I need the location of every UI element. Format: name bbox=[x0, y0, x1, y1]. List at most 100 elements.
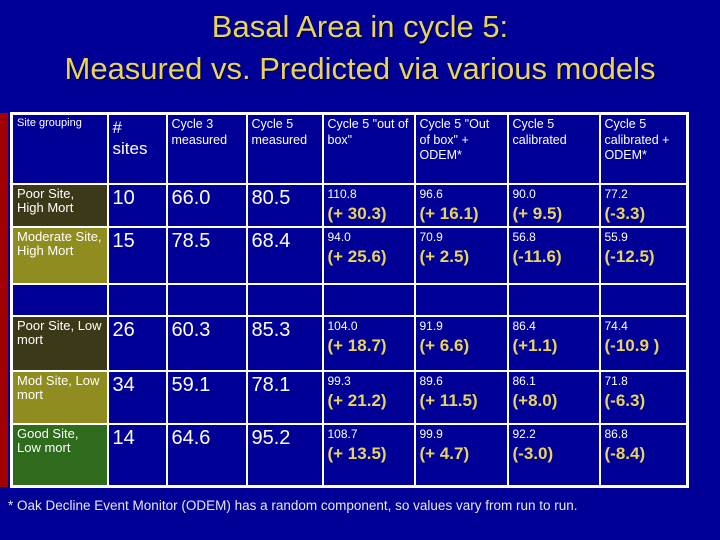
spacer-cell bbox=[245, 282, 324, 317]
model-value: 90.0 bbox=[512, 186, 536, 201]
model-value: 56.8 bbox=[512, 229, 536, 244]
row-poor-site-high-mort: Poor Site, High Mort 10 66.0 80.5 110.8 … bbox=[10, 182, 689, 228]
model-delta: (+ 6.6) bbox=[419, 335, 470, 355]
model-value: 77.2 bbox=[604, 186, 628, 201]
cell-model-oob-odem: 89.6 (+ 11.5) bbox=[413, 369, 509, 425]
model-delta: (+ 11.5) bbox=[419, 390, 478, 410]
model-delta: (+ 16.1) bbox=[419, 203, 479, 223]
col-header-cycle5-cal-odem: Cycle 5 calibrated + ODEM* bbox=[598, 112, 689, 185]
col-header-cycle5-oob-odem: Cycle 5 "Out of box" + ODEM* bbox=[413, 112, 509, 185]
model-delta: (+1.1) bbox=[512, 335, 558, 355]
cell-num-sites: 14 bbox=[106, 422, 168, 488]
cell-num-sites: 34 bbox=[106, 369, 168, 425]
model-delta: (-12.5) bbox=[604, 246, 655, 266]
model-value: 99.3 bbox=[327, 373, 351, 388]
row-label-poor-low: Poor Site, Low mort bbox=[10, 314, 109, 372]
col-header-cycle3-measured: Cycle 3 measured bbox=[165, 112, 248, 185]
slide-title: Basal Area in cycle 5: Measured vs. Pred… bbox=[0, 6, 720, 90]
model-value: 110.8 bbox=[327, 186, 357, 201]
row-poor-site-low-mort: Poor Site, Low mort 26 60.3 85.3 104.0 (… bbox=[10, 314, 689, 372]
model-value: 91.9 bbox=[419, 318, 443, 333]
model-delta: (+ 13.5) bbox=[327, 443, 387, 463]
model-value: 70.9 bbox=[419, 229, 443, 244]
row-label-moderate-high: Moderate Site, High Mort bbox=[10, 225, 109, 285]
row-label-poor-high: Poor Site, High Mort bbox=[10, 182, 109, 228]
slide-title-line2: Measured vs. Predicted via various model… bbox=[64, 51, 656, 86]
cell-model-out-of-box: 108.7 (+ 13.5) bbox=[321, 422, 416, 488]
cell-model-calibrated: 86.4 (+1.1) bbox=[506, 314, 601, 372]
model-delta: (-6.3) bbox=[604, 390, 646, 410]
model-delta: (-3.0) bbox=[512, 443, 554, 463]
spacer-cell bbox=[165, 282, 248, 317]
spacer-row bbox=[10, 282, 689, 317]
cell-num-sites: 26 bbox=[106, 314, 168, 372]
spacer-cell bbox=[413, 282, 509, 317]
left-red-strip bbox=[0, 113, 8, 487]
cell-model-cal-odem: 86.8 (-8.4) bbox=[598, 422, 689, 488]
cell-model-out-of-box: 110.8 (+ 30.3) bbox=[321, 182, 416, 228]
cell-cycle3-measured: 59.1 bbox=[165, 369, 248, 425]
header-row: Site grouping # sites Cycle 3 measured C… bbox=[10, 112, 689, 185]
cell-cycle5-measured: 78.1 bbox=[245, 369, 324, 425]
spacer-cell bbox=[10, 282, 109, 317]
row-label-mod-low: Mod Site, Low mort bbox=[10, 369, 109, 425]
model-value: 94.0 bbox=[327, 229, 351, 244]
row-label-good-low: Good Site, Low mort bbox=[10, 422, 109, 488]
model-delta: (+ 9.5) bbox=[512, 203, 563, 223]
model-delta: (+ 2.5) bbox=[419, 246, 470, 266]
spacer-cell bbox=[106, 282, 168, 317]
model-delta: (+ 4.7) bbox=[419, 443, 470, 463]
cell-num-sites: 15 bbox=[106, 225, 168, 285]
model-value: 86.1 bbox=[512, 373, 536, 388]
cell-cycle3-measured: 78.5 bbox=[165, 225, 248, 285]
model-value: 86.4 bbox=[512, 318, 536, 333]
model-delta: (+8.0) bbox=[512, 390, 558, 410]
basal-area-table: Site grouping # sites Cycle 3 measured C… bbox=[10, 112, 689, 488]
cell-model-calibrated: 90.0 (+ 9.5) bbox=[506, 182, 601, 228]
cell-cycle3-measured: 60.3 bbox=[165, 314, 248, 372]
cell-model-oob-odem: 70.9 (+ 2.5) bbox=[413, 225, 509, 285]
cell-model-cal-odem: 55.9 (-12.5) bbox=[598, 225, 689, 285]
cell-cycle5-measured: 85.3 bbox=[245, 314, 324, 372]
cell-cycle5-measured: 95.2 bbox=[245, 422, 324, 488]
cell-model-out-of-box: 94.0 (+ 25.6) bbox=[321, 225, 416, 285]
col-header-site-grouping: Site grouping bbox=[10, 112, 109, 185]
model-value: 99.9 bbox=[419, 426, 443, 441]
model-value: 92.2 bbox=[512, 426, 536, 441]
cell-cycle3-measured: 64.6 bbox=[165, 422, 248, 488]
model-delta: (-8.4) bbox=[604, 443, 646, 463]
cell-model-cal-odem: 74.4 (-10.9 ) bbox=[598, 314, 689, 372]
slide-title-line1: Basal Area in cycle 5: bbox=[211, 9, 509, 44]
cell-model-calibrated: 86.1 (+8.0) bbox=[506, 369, 601, 425]
cell-num-sites: 10 bbox=[106, 182, 168, 228]
cell-model-oob-odem: 91.9 (+ 6.6) bbox=[413, 314, 509, 372]
model-value: 55.9 bbox=[604, 229, 628, 244]
col-header-num-sites: # sites bbox=[106, 112, 168, 185]
spacer-cell bbox=[321, 282, 416, 317]
col-header-cycle5-calibrated: Cycle 5 calibrated bbox=[506, 112, 601, 185]
model-value: 96.6 bbox=[419, 186, 443, 201]
model-value: 86.8 bbox=[604, 426, 628, 441]
model-delta: (-3.3) bbox=[604, 203, 646, 223]
col-header-cycle5-out-of-box: Cycle 5 "out of box" bbox=[321, 112, 416, 185]
model-delta: (-10.9 ) bbox=[604, 335, 660, 355]
model-delta: (+ 18.7) bbox=[327, 335, 387, 355]
col-header-cycle5-measured: Cycle 5 measured bbox=[245, 112, 324, 185]
cell-cycle5-measured: 68.4 bbox=[245, 225, 324, 285]
spacer-cell bbox=[506, 282, 601, 317]
cell-model-out-of-box: 104.0 (+ 18.7) bbox=[321, 314, 416, 372]
odem-footnote: * Oak Decline Event Monitor (ODEM) has a… bbox=[8, 498, 578, 513]
row-moderate-site-high-mort: Moderate Site, High Mort 15 78.5 68.4 94… bbox=[10, 225, 689, 285]
model-value: 89.6 bbox=[419, 373, 443, 388]
cell-model-oob-odem: 99.9 (+ 4.7) bbox=[413, 422, 509, 488]
model-value: 71.8 bbox=[604, 373, 628, 388]
cell-cycle3-measured: 66.0 bbox=[165, 182, 248, 228]
model-value: 74.4 bbox=[604, 318, 628, 333]
spacer-cell bbox=[598, 282, 689, 317]
model-delta: (+ 30.3) bbox=[327, 203, 387, 223]
model-delta: (+ 21.2) bbox=[327, 390, 387, 410]
cell-model-calibrated: 92.2 (-3.0) bbox=[506, 422, 601, 488]
model-delta: (-11.6) bbox=[512, 246, 562, 266]
model-delta: (+ 25.6) bbox=[327, 246, 387, 266]
